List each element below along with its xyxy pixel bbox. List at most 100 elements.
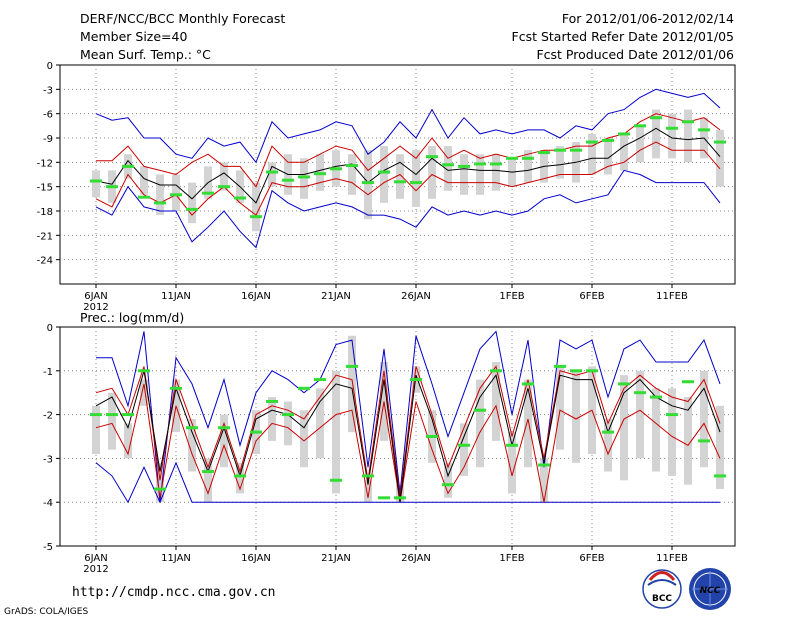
temp-upper-line <box>96 113 721 188</box>
temp-median-mark <box>554 148 566 152</box>
prec-median-mark <box>362 474 374 478</box>
temp-box <box>220 162 228 191</box>
temp-box <box>140 166 148 195</box>
prec-box <box>284 401 292 446</box>
prec-box <box>188 418 196 472</box>
temp-median-mark <box>682 120 694 124</box>
temp-box <box>412 150 420 207</box>
temp-box <box>460 154 468 195</box>
temp-ytick-label: -9 <box>43 134 53 145</box>
temp-box <box>396 154 404 199</box>
temp-box <box>684 109 692 163</box>
source-url[interactable]: http://cmdp.ncc.cma.gov.cn <box>72 585 276 600</box>
prec-median-mark <box>442 483 454 487</box>
temp-box <box>652 109 660 159</box>
temp-xtick-year: 2012 <box>83 302 108 313</box>
prec-median-mark <box>106 413 118 417</box>
prec-box <box>124 423 132 459</box>
temp-xtick-label: 11FEB <box>656 291 688 302</box>
prec-median-mark <box>154 487 166 491</box>
temp-median-mark <box>90 179 102 183</box>
ncc-logo-text: NCC <box>700 586 721 596</box>
member-size: Member Size=40 <box>80 29 187 44</box>
prec-box <box>140 379 148 406</box>
prec-ytick-label: -2 <box>43 411 53 422</box>
prec-box <box>348 335 356 433</box>
prec-median-mark <box>394 496 406 500</box>
prec-median-mark <box>714 474 726 478</box>
temp-median-mark <box>362 181 374 185</box>
figure-title: DERF/NCC/BCC Monthly Forecast <box>80 11 285 26</box>
prec-ytick-label: -3 <box>43 454 53 465</box>
prec-median-mark <box>90 413 102 417</box>
temp-box <box>156 174 164 216</box>
prec-box <box>604 418 612 472</box>
prec-box <box>572 370 580 463</box>
temp-box <box>476 154 484 195</box>
temp-median-mark <box>218 185 230 189</box>
temp-median-mark <box>522 156 534 160</box>
ncc-logo: NCC <box>689 568 731 610</box>
temp-median-mark <box>186 207 198 211</box>
temp-ytick-label: -21 <box>37 231 53 242</box>
prec-box <box>156 462 164 503</box>
prec-median-mark <box>138 369 150 373</box>
prec-median-mark <box>506 443 518 447</box>
prec-box <box>652 388 660 472</box>
prec-box <box>460 423 468 476</box>
prec-median-mark <box>218 426 230 430</box>
prec-box <box>636 370 644 459</box>
temp-box <box>380 146 388 203</box>
temp-box <box>364 150 372 220</box>
temp-median-mark <box>298 175 310 179</box>
prec-box <box>220 414 228 468</box>
temp-median-mark <box>314 172 326 176</box>
temp-box <box>300 158 308 199</box>
temp-box <box>492 154 500 191</box>
prec-median-mark <box>330 478 342 482</box>
prec-box <box>508 432 516 494</box>
bcc-logo-text: BCC <box>652 594 672 604</box>
prec-median-mark <box>234 474 246 478</box>
prec-median-mark <box>570 369 582 373</box>
prec-median-mark <box>474 408 486 412</box>
prec-median-mark <box>458 443 470 447</box>
prec-median-mark <box>522 382 534 386</box>
prec-box <box>108 392 116 450</box>
prec-ytick-label: -4 <box>43 498 53 509</box>
temp-box <box>188 182 196 224</box>
temp-median-mark <box>330 167 342 171</box>
temp-box <box>172 174 180 211</box>
prec-xtick-label: 6FEB <box>579 553 604 564</box>
prec-median-mark <box>298 386 310 390</box>
temp-median-mark <box>138 195 150 199</box>
prec-median-mark <box>426 435 438 438</box>
temp-box <box>620 133 628 171</box>
prec-box <box>492 362 500 441</box>
temp-mean-line <box>95 127 721 204</box>
grads-credit: GrADS: COLA/IGES <box>4 607 88 617</box>
temp-lower-line <box>95 141 721 216</box>
prec-box <box>332 370 340 494</box>
prec-min-line <box>95 461 720 504</box>
prec-xtick-label: 11FEB <box>656 553 688 564</box>
prec-median-mark <box>202 470 214 474</box>
temp-xtick-label: 26JAN <box>401 291 431 302</box>
prec-xtick-label: 21JAN <box>321 553 351 564</box>
temp-median-mark <box>506 156 518 160</box>
prec-median-mark <box>410 378 422 382</box>
temp-xtick-label: 21JAN <box>321 291 351 302</box>
temp-box <box>556 146 564 179</box>
prec-median-mark <box>634 391 646 395</box>
prec-box <box>716 405 724 490</box>
prec-box <box>684 397 692 485</box>
temp-median-mark <box>714 140 726 144</box>
prec-ytick-label: -1 <box>43 367 53 378</box>
prec-box <box>524 379 532 468</box>
prec-box <box>92 405 100 455</box>
prec-xtick-label: 1FEB <box>499 553 524 564</box>
temp-ytick-label: -24 <box>37 256 53 267</box>
